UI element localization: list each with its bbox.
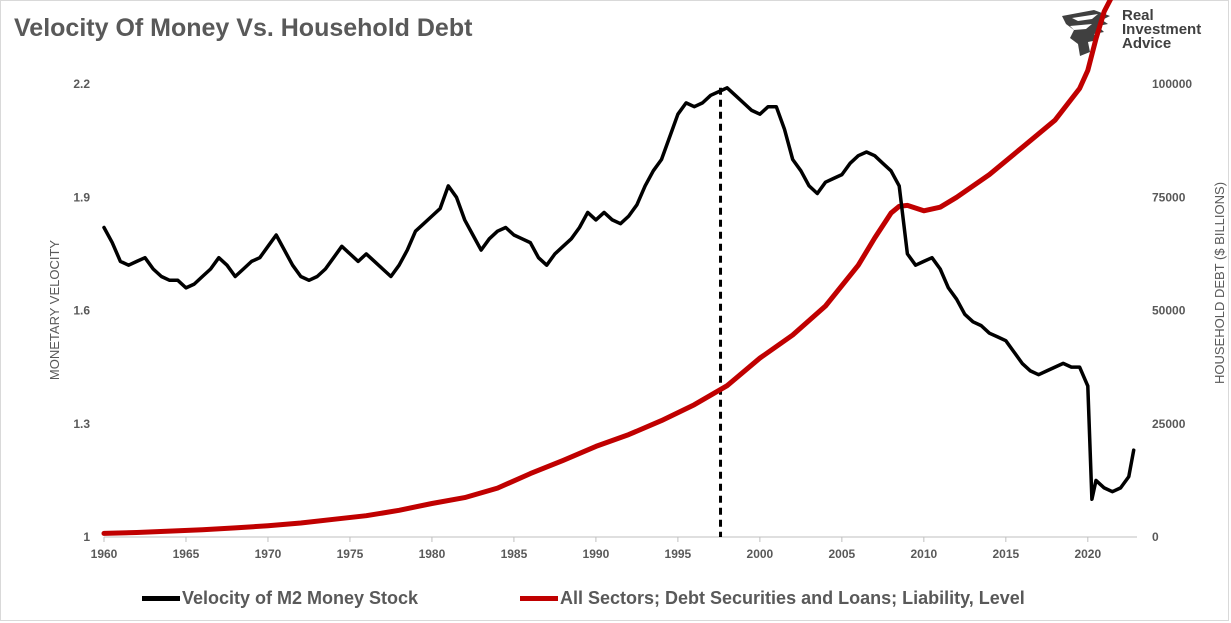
- series-line-debt: [101, 0, 1113, 536]
- y-right-axis-title: HOUSEHOLD DEBT ($ BILLIONS): [1212, 182, 1227, 384]
- x-tick-label: 2005: [829, 547, 856, 561]
- legend-swatch-debt: [520, 596, 558, 601]
- x-tick-label: 2010: [910, 547, 937, 561]
- legend-label-velocity: Velocity of M2 Money Stock: [182, 588, 419, 608]
- eagle-head-icon: [1062, 10, 1110, 56]
- x-tick-label: 1975: [337, 547, 364, 561]
- x-tick-label: 1970: [255, 547, 282, 561]
- x-tick-label: 1965: [173, 547, 200, 561]
- page-title: Velocity Of Money Vs. Household Debt: [14, 14, 473, 42]
- x-tick-label: 1960: [91, 547, 118, 561]
- logo-line: Investment: [1122, 21, 1202, 38]
- x-tick-label: 1980: [419, 547, 446, 561]
- legend-swatch-velocity: [142, 596, 180, 601]
- y-right-tick-label: 50000: [1152, 304, 1186, 318]
- y-left-axis-title: MONETARY VELOCITY: [47, 240, 62, 380]
- series-line-velocity: [102, 86, 1136, 502]
- y-right-tick-label: 0: [1152, 530, 1159, 544]
- y-right-tick-label: 75000: [1152, 190, 1186, 204]
- y-left-tick-label: 1: [83, 530, 90, 544]
- y-left-tick-label: 2.2: [73, 77, 90, 91]
- velocity-debt-chart: 1 1.3 1.6 1.9 2.2 0 25000 50000 75000 100000 196…: [47, 0, 1227, 561]
- legend-item-velocity: Velocity of M2 Money Stock: [142, 588, 418, 609]
- y-left-tick-label: 1.3: [73, 417, 90, 431]
- y-left-tick-label: 1.9: [73, 190, 90, 204]
- legend: Velocity of M2 Money Stock All Sectors; …: [0, 588, 1231, 612]
- x-tick-label: 2015: [992, 547, 1019, 561]
- legend-label-debt: All Sectors; Debt Securities and Loans; …: [560, 588, 1025, 608]
- y-left-ticks: 1 1.3 1.6 1.9 2.2: [73, 77, 90, 544]
- logo-line: Advice: [1122, 35, 1172, 52]
- x-tick-label: 2000: [747, 547, 774, 561]
- y-right-tick-label: 100000: [1152, 77, 1192, 91]
- y-right-tick-label: 25000: [1152, 417, 1186, 431]
- y-right-ticks: 0 25000 50000 75000 100000: [1152, 77, 1192, 544]
- legend-item-debt: All Sectors; Debt Securities and Loans; …: [520, 588, 1025, 609]
- logo-line: Real: [1122, 7, 1154, 24]
- x-tick-label: 1995: [665, 547, 692, 561]
- logo-text: Real Investment Advice: [1122, 7, 1202, 52]
- x-tick-label: 2020: [1074, 547, 1101, 561]
- x-tick-label: 1985: [501, 547, 528, 561]
- x-ticks: 1960 1965 1970 1975 1980 1985 1990 1995 2000 2005…: [91, 537, 1101, 561]
- y-left-tick-label: 1.6: [73, 304, 90, 318]
- x-tick-label: 1990: [583, 547, 610, 561]
